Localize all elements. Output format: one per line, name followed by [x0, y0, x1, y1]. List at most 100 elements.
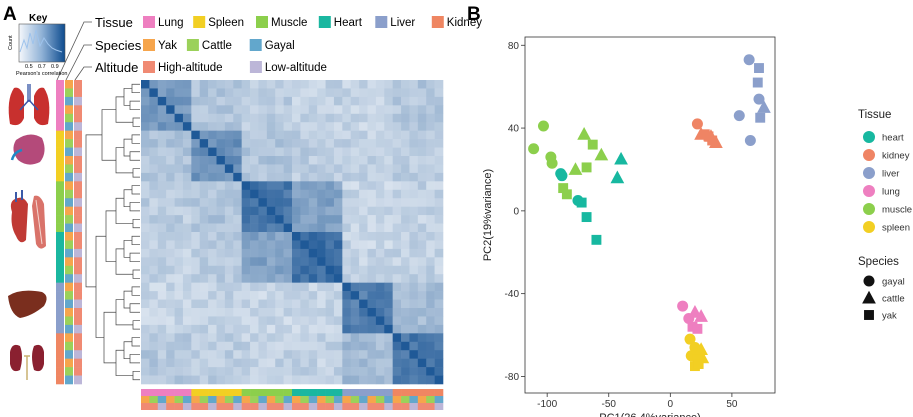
- heatmap-cell: [199, 308, 209, 317]
- heatmap-cell: [333, 274, 343, 283]
- row-altitude-bar: [74, 367, 82, 376]
- col-tissue-bar: [266, 389, 276, 396]
- heatmap-cell: [317, 308, 326, 317]
- heatmap-cell: [426, 122, 435, 131]
- heatmap-cell: [325, 282, 335, 292]
- legend-item-label: Low-altitude: [265, 62, 327, 74]
- heatmap-cell: [258, 164, 268, 174]
- x-tick-label: -50: [602, 399, 617, 410]
- heatmap-cell: [157, 265, 167, 275]
- row-altitude-bar: [74, 324, 82, 334]
- data-point: [594, 147, 609, 161]
- heatmap-cell: [308, 156, 318, 165]
- row-species-bar: [65, 80, 73, 89]
- heatmap-cell: [434, 274, 444, 283]
- heatmap-cell: [216, 282, 226, 292]
- heatmap-cell: [182, 156, 192, 165]
- heatmap-cell: [401, 282, 410, 292]
- heatmap-cell: [208, 181, 217, 191]
- heatmap-cell: [208, 308, 217, 317]
- heatmap-cell: [401, 122, 410, 131]
- legend-swatch: [375, 16, 388, 28]
- heatmap-cell: [208, 358, 217, 368]
- heatmap-cell: [317, 206, 326, 216]
- heatmap-cell: [392, 80, 402, 89]
- heatmap-cell: [417, 324, 427, 334]
- heatmap-cell: [333, 257, 343, 267]
- heatmap-cell: [149, 324, 159, 334]
- heatmap-cell: [342, 308, 352, 317]
- heatmap-cell: [174, 350, 184, 359]
- heatmap-cell: [233, 215, 242, 224]
- heatmap-cell: [300, 147, 310, 157]
- row-altitude-bar: [74, 206, 82, 216]
- heatmap-cell: [392, 333, 402, 343]
- heatmap-cell: [367, 240, 377, 250]
- heatmap-cell: [426, 232, 435, 241]
- heatmap-cell: [224, 274, 234, 283]
- heatmap-cell: [375, 181, 385, 191]
- heatmap-cell: [325, 324, 335, 334]
- heatmap-cell: [241, 181, 251, 191]
- heatmap-cell: [174, 164, 184, 174]
- heatmap-cell: [283, 164, 293, 174]
- heatmap-cell: [258, 358, 268, 368]
- heatmap-cell: [224, 375, 234, 385]
- heatmap-cell: [333, 333, 343, 343]
- heatmap-cell: [359, 172, 368, 182]
- row-species-bar: [65, 147, 73, 157]
- heatmap-cell: [367, 147, 377, 157]
- heatmap-cell: [199, 130, 209, 140]
- heatmap-cell: [216, 206, 226, 216]
- heatmap-cell: [208, 291, 217, 300]
- heatmap-cell: [367, 80, 377, 89]
- heatmap-cell: [174, 274, 184, 283]
- heatmap-cell: [359, 88, 368, 98]
- heatmap-cell: [258, 96, 268, 106]
- heatmap-cell: [208, 130, 217, 140]
- heatmap-cell: [241, 274, 251, 283]
- row-species-bar: [65, 299, 73, 309]
- heatmap-cell: [149, 139, 159, 148]
- heatmap-cell: [409, 282, 419, 292]
- heatmap-cell: [216, 257, 226, 267]
- col-altitude-bar: [359, 403, 368, 410]
- heatmap-cell: [409, 215, 419, 224]
- heatmap-cell: [401, 164, 410, 174]
- col-altitude-bar: [375, 403, 385, 410]
- heatmap-cell: [401, 274, 410, 283]
- heatmap-cell: [157, 122, 167, 131]
- heatmap-cell: [258, 206, 268, 216]
- heatmap-cell: [384, 164, 393, 174]
- heatmap-cell: [275, 80, 284, 89]
- heatmap-cell: [401, 215, 410, 224]
- heatmap-cell: [233, 206, 242, 216]
- heatmap-cell: [141, 291, 150, 300]
- col-tissue-bar: [384, 389, 393, 396]
- heatmap-cell: [350, 105, 360, 115]
- heatmap-cell: [375, 333, 385, 343]
- heatmap-cell: [317, 248, 326, 258]
- heatmap-cell: [317, 96, 326, 106]
- heatmap-cell: [350, 274, 360, 283]
- heatmap-cell: [308, 308, 318, 317]
- heatmap-cell: [141, 265, 150, 275]
- row-species-bar: [65, 274, 73, 283]
- heatmap-cell: [166, 156, 175, 165]
- heatmap-cell: [434, 282, 444, 292]
- heatmap-cell: [384, 299, 393, 309]
- heatmap-cell: [174, 282, 184, 292]
- heatmap-cell: [208, 274, 217, 283]
- heatmap-cell: [384, 156, 393, 165]
- heatmap-cell: [359, 274, 368, 283]
- heatmap-cell: [199, 316, 209, 326]
- heatmap-cell: [275, 105, 284, 115]
- data-point: [591, 234, 602, 245]
- heatmap-cell: [233, 96, 242, 106]
- heatmap-cell: [266, 265, 276, 275]
- heatmap-cell: [333, 172, 343, 182]
- col-species-bar: [342, 396, 352, 403]
- heatmap-cell: [199, 172, 209, 182]
- heatmap-cell: [241, 113, 251, 123]
- heatmap-cell: [384, 223, 393, 233]
